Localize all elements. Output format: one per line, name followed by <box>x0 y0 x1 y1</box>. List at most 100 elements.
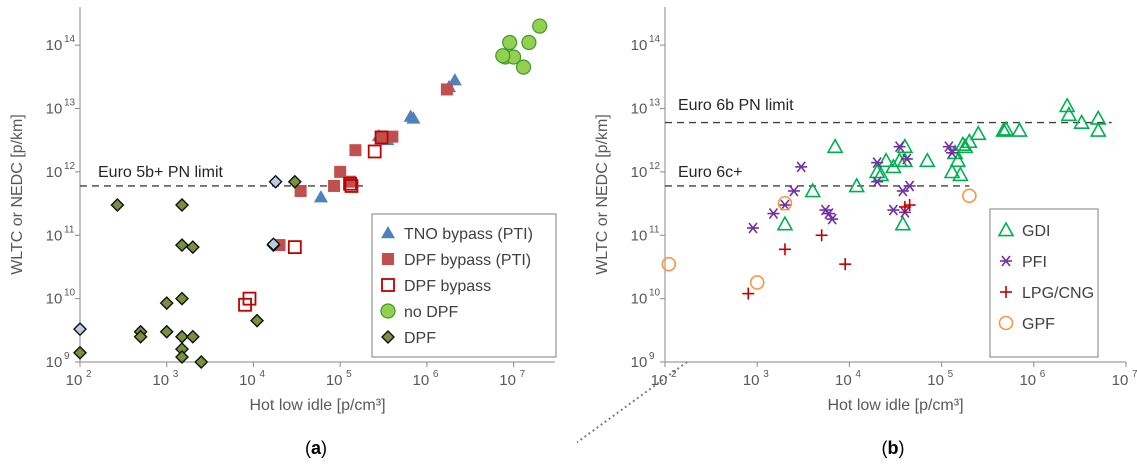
data-point-stroke <box>898 185 908 197</box>
data-point <box>175 238 189 253</box>
data-point-stroke <box>768 208 779 220</box>
data-point <box>954 135 972 151</box>
data-point <box>110 198 125 213</box>
series-dpf-bypass <box>238 130 389 312</box>
data-point <box>776 215 794 231</box>
data-point <box>532 18 548 34</box>
series-dpf <box>73 174 302 369</box>
data-point <box>949 152 967 168</box>
y-tick-label: 10 <box>631 227 648 244</box>
data-point <box>294 184 307 197</box>
data-point <box>287 240 302 255</box>
legend-label: no DPF <box>404 304 458 321</box>
x-tick-label: 10 <box>326 372 343 389</box>
x-tick-exponent: 4 <box>855 369 861 380</box>
data-point-stroke <box>902 153 912 165</box>
data-point <box>268 174 283 189</box>
pn-limit-label: Euro 6b PN limit <box>678 97 794 114</box>
data-point <box>406 111 421 124</box>
data-point-stroke <box>944 141 954 153</box>
x-axis-title: Hot low idle [p/cm³] <box>249 397 385 414</box>
data-point <box>344 175 357 188</box>
x-tick-label: 10 <box>1019 372 1036 389</box>
y-tick-label: 10 <box>46 101 63 118</box>
data-point <box>778 243 791 256</box>
caption-close: ) <box>321 438 327 458</box>
data-point <box>386 130 399 143</box>
legend-marker-stroke <box>1001 255 1011 267</box>
data-point <box>1073 113 1090 129</box>
x-tick-label: 10 <box>66 372 83 389</box>
data-point <box>903 199 916 212</box>
y-tick-exponent: 12 <box>649 161 661 172</box>
y-tick-exponent: 9 <box>649 351 655 362</box>
data-point <box>900 153 913 165</box>
x-tick-exponent: 7 <box>520 369 526 380</box>
x-tick-exponent: 5 <box>948 369 954 380</box>
y-tick-exponent: 10 <box>64 288 76 299</box>
caption-open: ( <box>882 438 888 458</box>
data-point <box>893 141 906 153</box>
series-gpf <box>661 188 977 290</box>
legend-label: GPF <box>1022 316 1055 333</box>
data-point <box>343 176 357 191</box>
series-highlight <box>73 174 283 337</box>
legend-box <box>989 208 1099 358</box>
data-point <box>175 291 189 306</box>
legend-marker <box>1000 255 1012 267</box>
data-point <box>440 83 453 96</box>
data-point <box>822 208 835 220</box>
data-point <box>956 138 974 154</box>
data-point <box>795 161 808 173</box>
data-point <box>871 157 884 169</box>
data-point <box>997 120 1015 136</box>
data-point <box>1011 121 1028 137</box>
data-point <box>73 345 87 360</box>
x-tick-exponent: 2 <box>86 369 92 380</box>
data-point <box>250 313 265 328</box>
x-tick-label: 10 <box>413 372 430 389</box>
legend-marker <box>998 315 1014 331</box>
y-tick-label: 10 <box>46 37 63 54</box>
data-point <box>848 177 866 193</box>
data-point <box>896 185 909 197</box>
y-axis-title: WLTC or NEDC [p/km] <box>9 114 26 275</box>
y-tick-label: 10 <box>46 164 63 181</box>
caption-close: ) <box>899 438 905 458</box>
x-tick-label: 10 <box>239 372 256 389</box>
y-tick-exponent: 10 <box>649 288 661 299</box>
series-pfi <box>746 141 959 234</box>
y-tick-label: 10 <box>631 37 648 54</box>
x-tick-label: 10 <box>152 372 169 389</box>
legend-marker <box>380 303 396 319</box>
data-point <box>767 208 780 220</box>
data-point <box>175 198 189 213</box>
caption-open: ( <box>305 438 311 458</box>
panel-caption: (a) <box>305 438 327 458</box>
data-point <box>903 180 916 192</box>
data-point <box>943 163 961 179</box>
data-point <box>313 190 328 203</box>
x-tick-label: 10 <box>1112 372 1129 389</box>
pn-limit-label: Euro 6c+ <box>678 164 742 181</box>
data-point <box>1060 106 1078 122</box>
y-tick-label: 10 <box>631 354 648 371</box>
data-point <box>159 324 174 339</box>
legend-marker <box>997 221 1015 237</box>
legend-label: GDI <box>1022 223 1050 240</box>
data-point <box>328 179 341 192</box>
x-tick-exponent: 6 <box>1040 369 1046 380</box>
pn-limit-label: Euro 5b+ PN limit <box>98 164 223 181</box>
x-tick-exponent: 7 <box>1132 369 1137 380</box>
data-point <box>962 188 977 204</box>
data-point-stroke <box>827 213 837 225</box>
data-point <box>334 165 347 178</box>
data-point <box>502 34 518 51</box>
data-point <box>133 329 148 344</box>
data-point <box>266 237 281 252</box>
data-point <box>995 121 1012 137</box>
legend-label: PFI <box>1022 254 1047 271</box>
data-point-stroke <box>748 222 758 234</box>
x-tick-label: 10 <box>835 372 852 389</box>
